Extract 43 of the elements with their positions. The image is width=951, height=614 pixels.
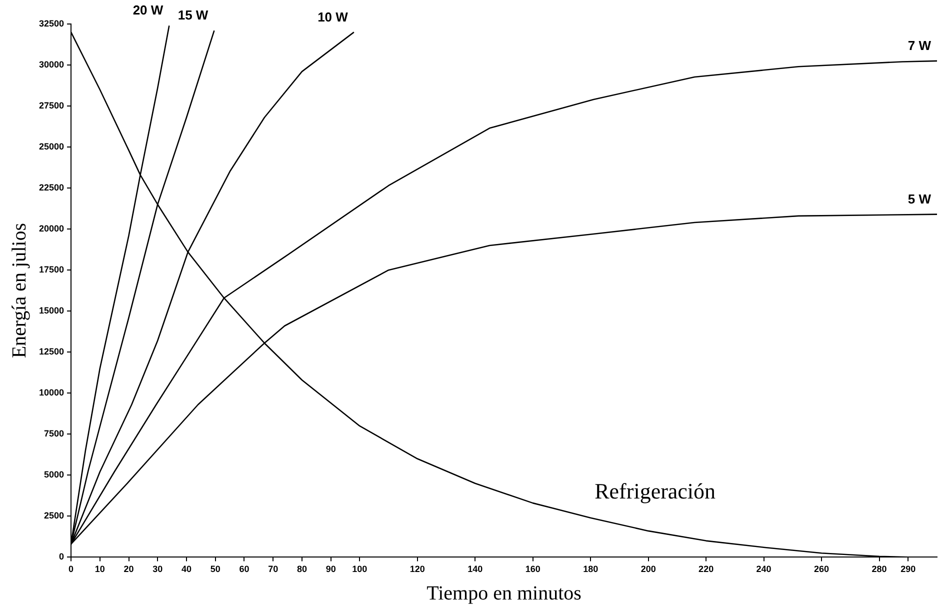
series-label: 5 W bbox=[908, 191, 932, 206]
x-tick-label: 260 bbox=[814, 564, 830, 574]
series-label: 7 W bbox=[908, 38, 932, 53]
x-tick-label: 220 bbox=[698, 564, 714, 574]
y-tick-label: 30000 bbox=[38, 60, 64, 70]
x-tick-label: 280 bbox=[872, 564, 887, 574]
y-tick-label: 5000 bbox=[44, 470, 64, 480]
y-tick-label: 27500 bbox=[38, 100, 64, 111]
y-tick-label: 25000 bbox=[38, 142, 64, 152]
y-tick-label: 17500 bbox=[38, 264, 64, 275]
y-tick-label: 0 bbox=[59, 552, 64, 562]
x-tick-label: 240 bbox=[756, 564, 772, 574]
x-tick-label: 200 bbox=[640, 564, 656, 574]
x-tick-label: 30 bbox=[152, 564, 163, 574]
x-tick-label: 120 bbox=[410, 564, 425, 574]
x-tick-label: 140 bbox=[468, 564, 483, 574]
x-axis-title: Tiempo en minutos bbox=[426, 582, 582, 604]
x-tick-label: 0 bbox=[68, 564, 74, 574]
y-tick-label: 15000 bbox=[38, 306, 64, 316]
y-axis-title: Energía en julios bbox=[8, 222, 30, 358]
x-tick-label: 40 bbox=[181, 564, 192, 574]
series-label: 15 W bbox=[178, 8, 209, 23]
x-tick-label: 50 bbox=[210, 564, 220, 574]
y-tick-label: 2500 bbox=[44, 510, 64, 521]
x-tick-label: 160 bbox=[525, 564, 540, 574]
y-tick-label: 20000 bbox=[38, 224, 64, 234]
x-tick-label: 70 bbox=[268, 564, 278, 574]
x-tick-label: 290 bbox=[900, 564, 916, 574]
x-tick-label: 100 bbox=[352, 564, 368, 574]
x-tick-label: 90 bbox=[326, 564, 336, 574]
x-tick-label: 20 bbox=[124, 564, 134, 574]
y-tick-label: 12500 bbox=[38, 346, 64, 357]
y-tick-label: 22500 bbox=[38, 182, 64, 193]
y-tick-label: 7500 bbox=[44, 428, 64, 439]
x-tick-label: 180 bbox=[583, 564, 598, 574]
x-tick-label: 80 bbox=[296, 564, 307, 574]
y-tick-label: 32500 bbox=[38, 18, 64, 28]
x-tick-label: 10 bbox=[94, 564, 105, 574]
x-tick-label: 60 bbox=[239, 564, 250, 574]
series-label: Refrigeración bbox=[594, 478, 716, 504]
y-tick-label: 10000 bbox=[38, 388, 64, 398]
series-label: 10 W bbox=[318, 9, 349, 24]
series-label: 20 W bbox=[132, 2, 164, 18]
